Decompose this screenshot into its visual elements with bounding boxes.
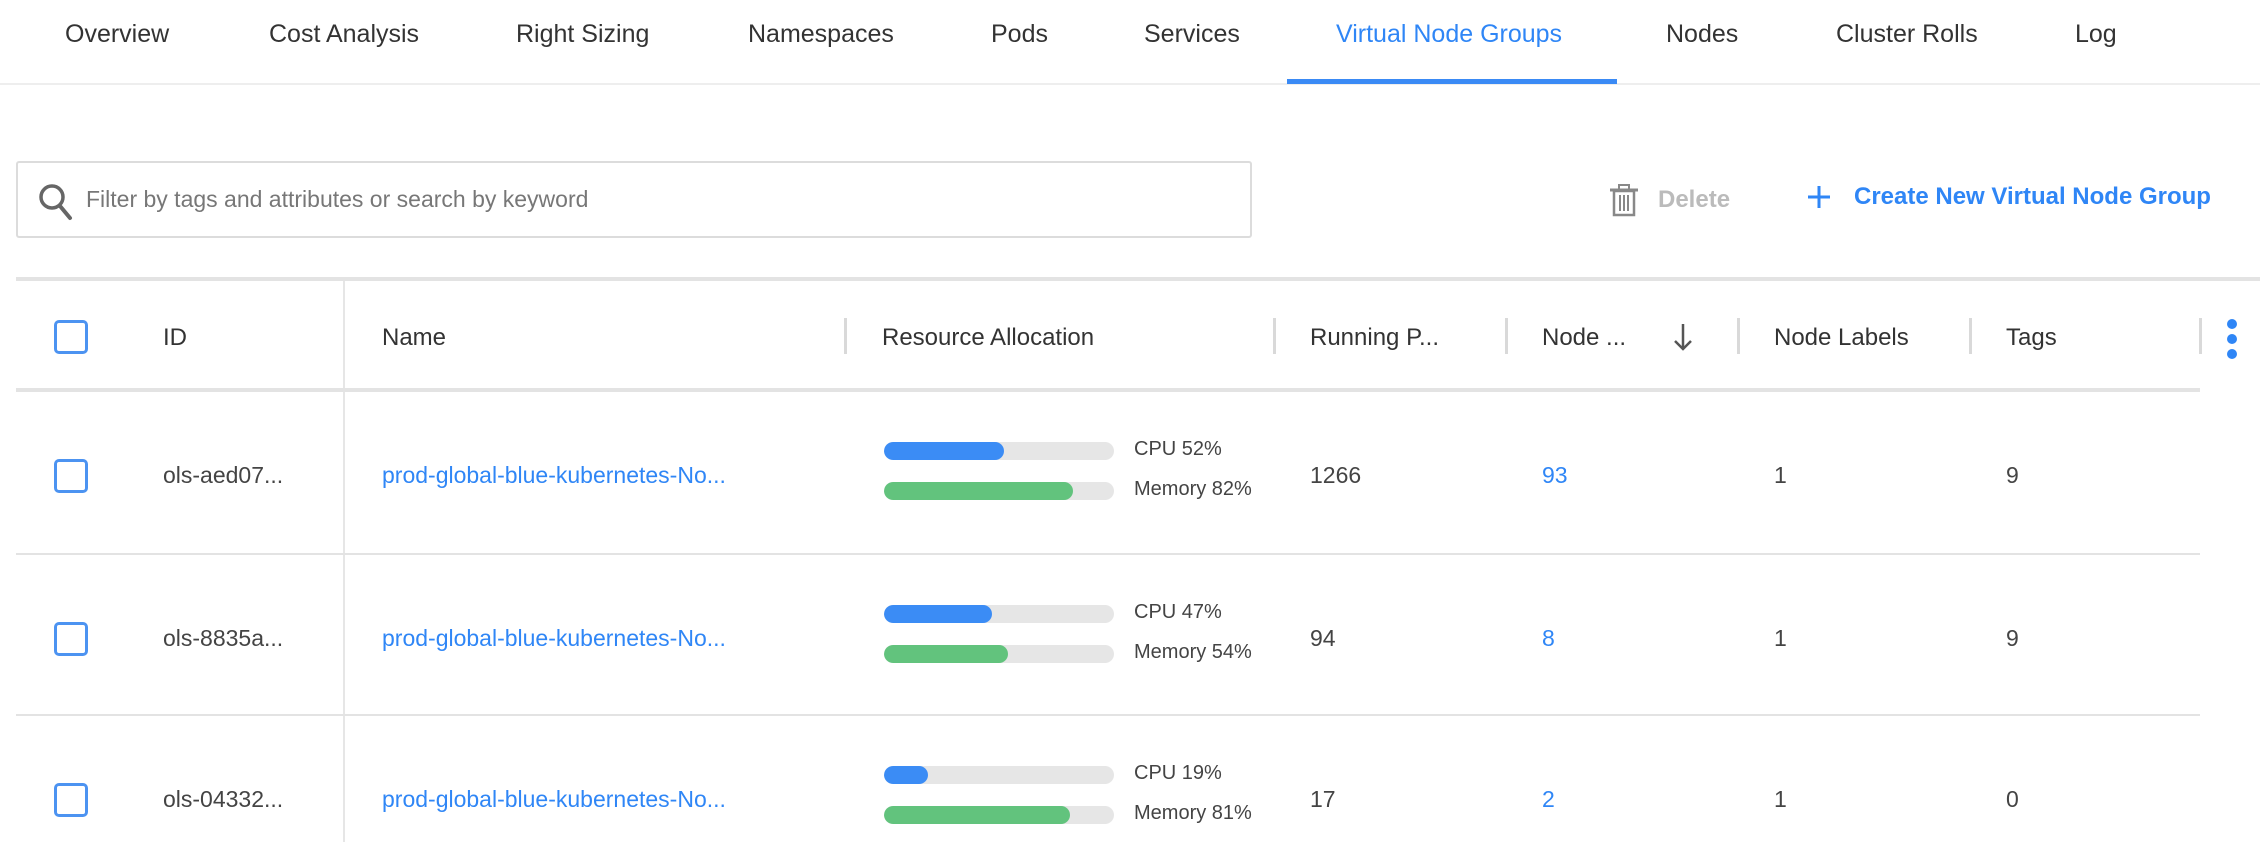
tab-virtual-node-groups[interactable]: Virtual Node Groups [1336,20,1563,48]
select-all-checkbox[interactable] [54,320,88,354]
header-bottom-border [16,388,2200,392]
more-options-icon[interactable] [2225,318,2239,360]
row-id: ols-aed07... [163,462,284,488]
frozen-column-divider [343,281,345,842]
row-checkbox[interactable] [54,622,88,656]
cpu-usage-fill [884,605,993,623]
row-running-pods: 94 [1310,625,1336,651]
trash-icon [1610,184,1638,217]
row-running-pods: 17 [1310,786,1336,812]
cpu-usage-fill [884,766,928,784]
create-label: Create New Virtual Node Group [1854,183,2211,210]
column-header-name[interactable]: Name [382,324,447,351]
column-header-running-pods[interactable]: Running P... [1310,324,1439,351]
column-header-node-labels[interactable]: Node Labels [1774,324,1909,351]
memory-usage-fill [884,482,1073,500]
column-resize-handle[interactable] [1969,318,1972,354]
column-header-tags[interactable]: Tags [2006,324,2057,351]
delete-button[interactable]: Delete [1608,183,1730,217]
cpu-usage-fill [884,442,1004,460]
memory-usage-fill [884,806,1071,824]
tab-log[interactable]: Log [2075,20,2117,48]
column-resize-handle[interactable] [1505,318,1508,354]
search-input[interactable] [86,163,1236,236]
cpu-usage-bar [884,442,1114,460]
memory-usage-label: Memory 81% [1134,802,1252,824]
row-nodes-link[interactable]: 8 [1542,625,1555,651]
active-tab-indicator [1287,79,1617,84]
column-resize-handle[interactable] [1737,318,1740,354]
cpu-usage-label: CPU 52% [1134,438,1222,460]
cpu-usage-bar [884,766,1114,784]
row-divider [16,553,2200,555]
row-node-labels: 1 [1774,786,1787,812]
memory-usage-bar [884,645,1114,663]
tab-cluster-rolls[interactable]: Cluster Rolls [1836,20,1978,48]
memory-usage-bar [884,806,1114,824]
row-tags: 0 [2006,786,2019,812]
tab-pods[interactable]: Pods [991,20,1048,48]
column-resize-handle[interactable] [2199,318,2202,354]
sort-descending-icon[interactable] [1672,322,1694,352]
memory-usage-label: Memory 54% [1134,641,1252,663]
column-header-id[interactable]: ID [163,324,187,351]
row-running-pods: 1266 [1310,462,1362,488]
column-resize-handle[interactable] [844,318,847,354]
cpu-usage-bar [884,605,1114,623]
tab-namespaces[interactable]: Namespaces [748,20,894,48]
table-top-border [16,277,2260,281]
row-nodes-link[interactable]: 93 [1542,462,1568,488]
plus-icon [1808,186,1830,208]
column-header-resource-allocation[interactable]: Resource Allocation [882,324,1095,351]
row-node-labels: 1 [1774,625,1787,651]
search-box[interactable] [16,161,1252,238]
cpu-usage-label: CPU 47% [1134,601,1222,623]
column-resize-handle[interactable] [1273,318,1276,354]
tab-cost-analysis[interactable]: Cost Analysis [269,20,420,48]
tab-bar-divider [0,83,2260,85]
row-name-link[interactable]: prod-global-blue-kubernetes-No... [382,625,726,651]
tab-nodes[interactable]: Nodes [1666,20,1739,48]
tab-overview[interactable]: Overview [65,20,170,48]
tab-services[interactable]: Services [1144,20,1240,48]
row-name-link[interactable]: prod-global-blue-kubernetes-No... [382,462,726,488]
memory-usage-bar [884,482,1114,500]
row-checkbox[interactable] [54,783,88,817]
row-checkbox[interactable] [54,459,88,493]
row-id: ols-04332... [163,786,284,812]
row-nodes-link[interactable]: 2 [1542,786,1555,812]
cpu-usage-label: CPU 19% [1134,762,1222,784]
memory-usage-label: Memory 82% [1134,478,1252,500]
memory-usage-fill [884,645,1009,663]
row-id: ols-8835a... [163,625,284,651]
row-divider [16,714,2200,716]
delete-label: Delete [1658,186,1731,213]
search-icon [39,184,72,220]
row-tags: 9 [2006,462,2019,488]
create-virtual-node-group-button[interactable]: Create New Virtual Node Group [1806,183,2211,211]
row-name-link[interactable]: prod-global-blue-kubernetes-No... [382,786,726,812]
column-header-nodes[interactable]: Node ... [1542,324,1627,351]
tab-right-sizing[interactable]: Right Sizing [516,20,650,48]
row-tags: 9 [2006,625,2019,651]
row-node-labels: 1 [1774,462,1787,488]
